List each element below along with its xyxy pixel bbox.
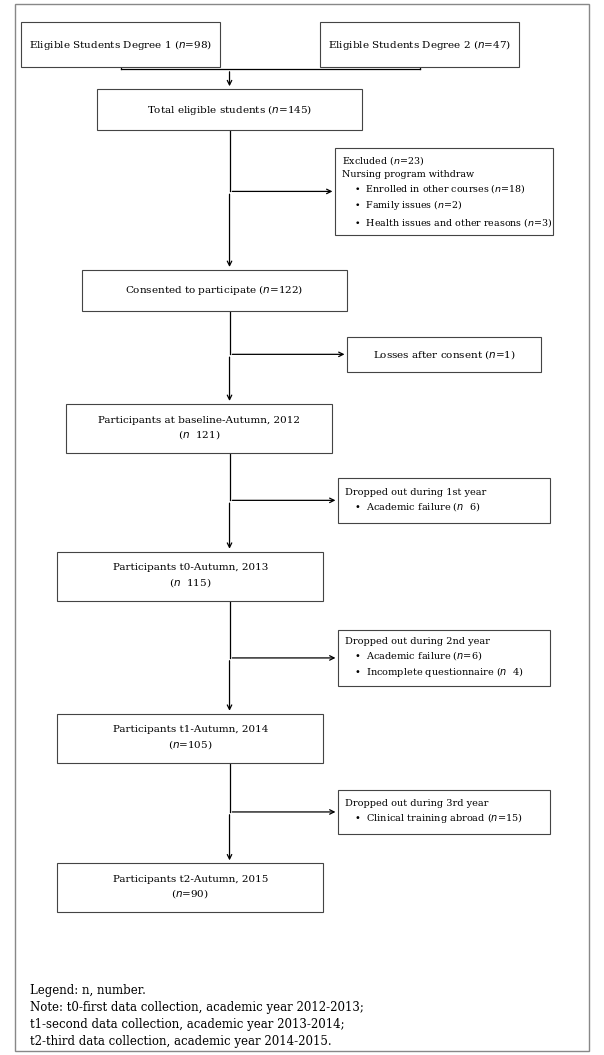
Bar bbox=[347, 337, 541, 372]
Bar bbox=[97, 89, 362, 130]
Text: Eligible Students Degree 1 ($n$=98): Eligible Students Degree 1 ($n$=98) bbox=[29, 38, 213, 52]
Bar bbox=[335, 148, 553, 235]
Bar bbox=[57, 863, 323, 913]
Text: Legend: n, number.
Note: t0-first data collection, academic year 2012-2013;
t1-s: Legend: n, number. Note: t0-first data c… bbox=[30, 983, 364, 1048]
Text: Dropped out during 3rd year
   •  Clinical training abroad ($n$=15): Dropped out during 3rd year • Clinical t… bbox=[345, 799, 523, 825]
Bar bbox=[338, 630, 550, 686]
Bar bbox=[66, 404, 332, 453]
Bar bbox=[82, 270, 347, 311]
Text: Losses after consent ($n$=1): Losses after consent ($n$=1) bbox=[373, 348, 515, 361]
Bar bbox=[57, 552, 323, 600]
Text: Participants at baseline-Autumn, 2012
($n$  121): Participants at baseline-Autumn, 2012 ($… bbox=[98, 416, 300, 441]
Bar bbox=[57, 713, 323, 763]
Text: Eligible Students Degree 2 ($n$=47): Eligible Students Degree 2 ($n$=47) bbox=[328, 38, 512, 52]
Bar bbox=[338, 790, 550, 835]
Text: Excluded ($n$=23)
Nursing program withdraw
    •  Enrolled in other courses ($n$: Excluded ($n$=23) Nursing program withdr… bbox=[342, 154, 553, 229]
Text: Dropped out during 1st year
   •  Academic failure ($n$  6): Dropped out during 1st year • Academic f… bbox=[345, 487, 487, 513]
Bar bbox=[320, 22, 519, 66]
Bar bbox=[21, 22, 220, 66]
Text: Dropped out during 2nd year
   •  Academic failure ($n$=6)
   •  Incomplete ques: Dropped out during 2nd year • Academic f… bbox=[345, 636, 524, 679]
Text: Participants t1-Autumn, 2014
($n$=105): Participants t1-Autumn, 2014 ($n$=105) bbox=[112, 726, 268, 751]
Text: Total eligible students ($n$=145): Total eligible students ($n$=145) bbox=[147, 102, 312, 116]
Bar bbox=[338, 478, 550, 522]
Text: Consented to participate ($n$=122): Consented to participate ($n$=122) bbox=[125, 283, 304, 298]
Text: Participants t2-Autumn, 2015
($n$=90): Participants t2-Autumn, 2015 ($n$=90) bbox=[112, 875, 268, 900]
Text: Participants t0-Autumn, 2013
($n$  115): Participants t0-Autumn, 2013 ($n$ 115) bbox=[112, 563, 268, 589]
